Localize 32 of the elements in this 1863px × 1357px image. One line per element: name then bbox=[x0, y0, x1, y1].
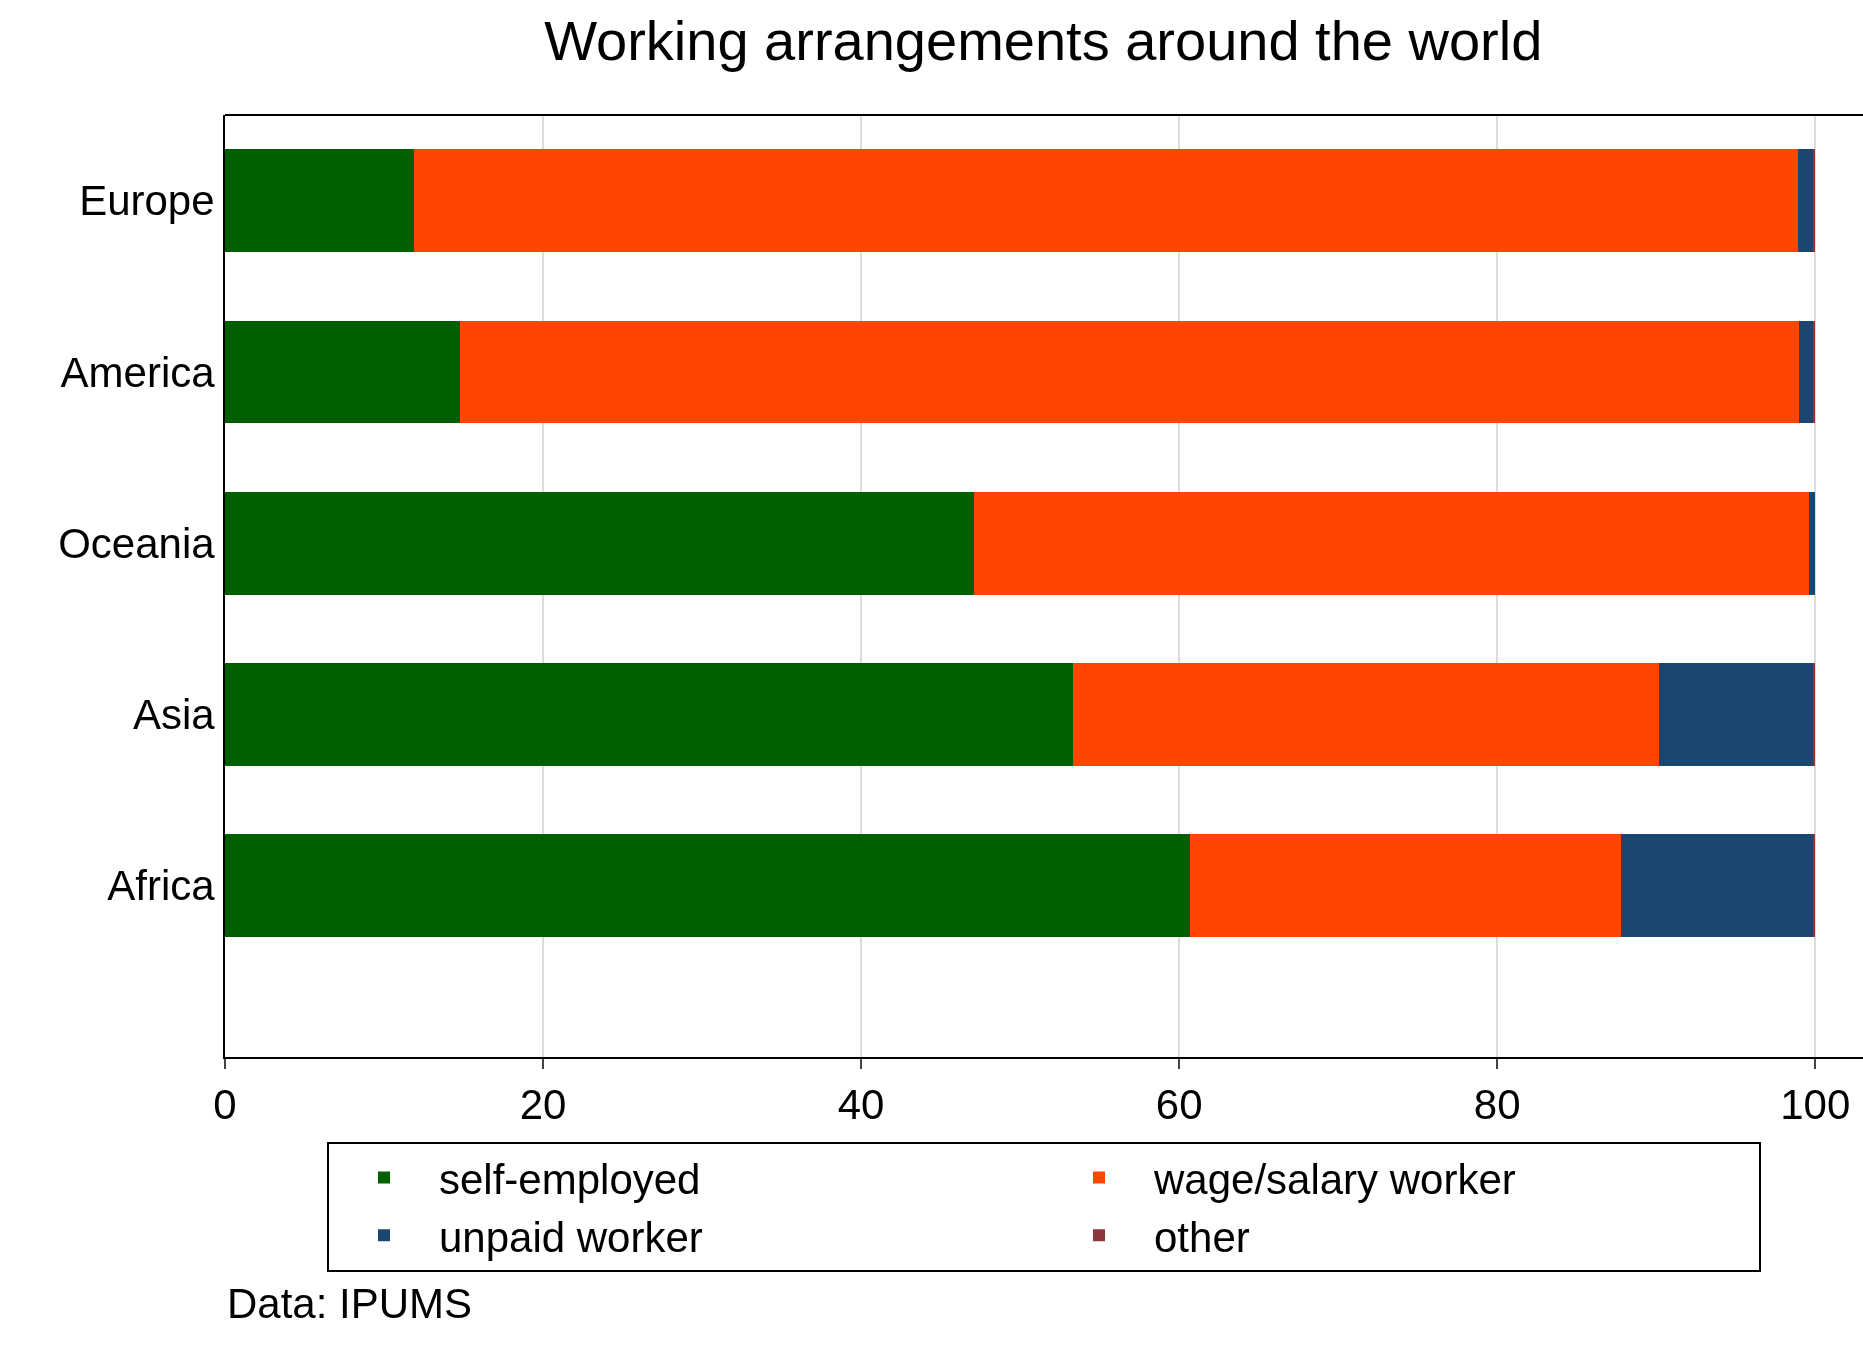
x-tick-label: 100 bbox=[1780, 1081, 1851, 1129]
bar bbox=[1808, 491, 1816, 595]
chart-title: Working arrangements around the world bbox=[544, 8, 1543, 72]
legend-label: other bbox=[1154, 1213, 1250, 1261]
bar bbox=[1799, 320, 1814, 424]
bar bbox=[1797, 149, 1814, 253]
legend-label: unpaid worker bbox=[439, 1213, 703, 1261]
bar bbox=[460, 320, 1800, 424]
bar bbox=[1659, 663, 1814, 766]
x-tick-label: 0 bbox=[213, 1081, 237, 1129]
bar bbox=[225, 491, 975, 595]
y-tick-label: America bbox=[60, 348, 216, 396]
bar bbox=[1072, 663, 1660, 766]
legend-label: self-employed bbox=[439, 1155, 701, 1203]
legend-label: wage/salary worker bbox=[1153, 1155, 1516, 1203]
y-tick-label: Asia bbox=[132, 691, 216, 739]
bar bbox=[414, 149, 1798, 253]
x-tick-label: 20 bbox=[519, 1081, 567, 1129]
x-tick-label: 60 bbox=[1155, 1081, 1203, 1129]
bar bbox=[225, 149, 415, 253]
y-tick-label: Africa bbox=[107, 862, 216, 910]
bar bbox=[1621, 834, 1814, 938]
bar bbox=[974, 491, 1809, 595]
y-tick-label: Europe bbox=[79, 177, 215, 225]
x-tick-label: 80 bbox=[1473, 1081, 1521, 1129]
bar bbox=[225, 320, 461, 424]
bar bbox=[1190, 834, 1622, 938]
text: Data: IPUMS bbox=[227, 1280, 473, 1327]
bar bbox=[225, 663, 1073, 766]
bar bbox=[225, 834, 1191, 938]
y-tick-label: Oceania bbox=[58, 519, 216, 567]
x-tick-label: 40 bbox=[837, 1081, 885, 1129]
